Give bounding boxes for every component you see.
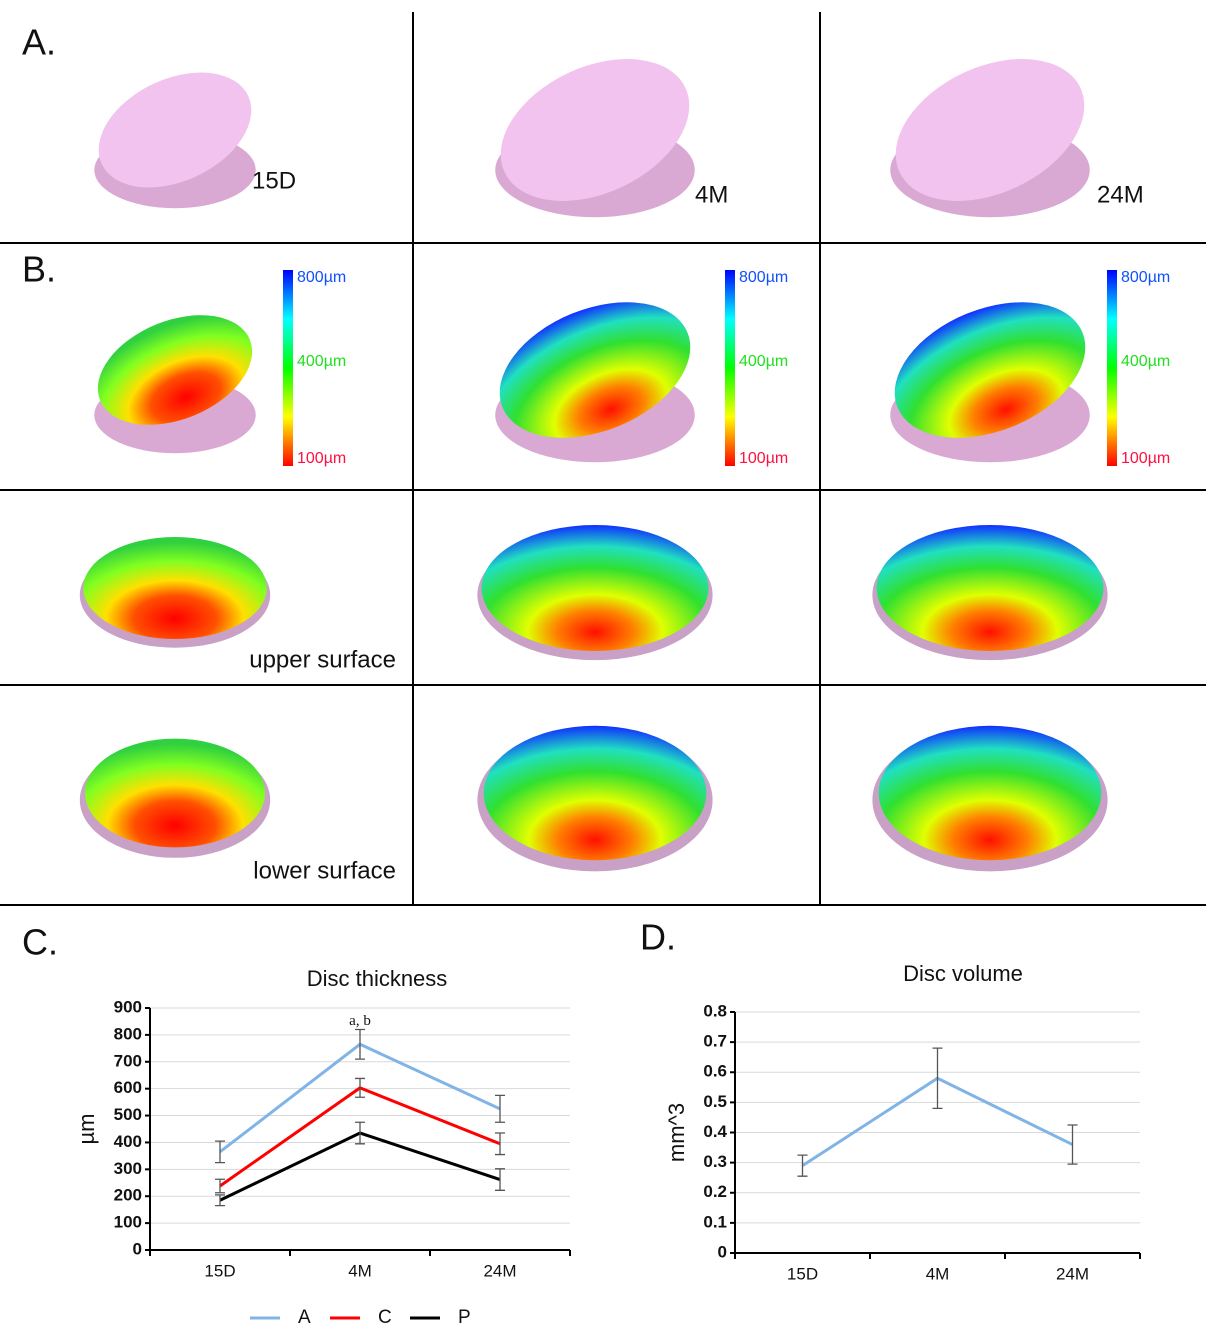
y-tick-label: 0.6	[703, 1062, 727, 1081]
disc-heat	[894, 302, 1086, 438]
scale-label: 800µm	[1121, 269, 1170, 286]
y-tick-label: 100	[114, 1213, 142, 1232]
surface-label: lower surface	[253, 857, 396, 884]
y-tick-label: 0.2	[703, 1182, 727, 1201]
error-bar	[1067, 1124, 1078, 1165]
disc-top	[98, 72, 252, 188]
y-axis-label: µm	[74, 1113, 99, 1144]
stage-label: 4M	[695, 181, 728, 208]
y-tick-label: 400	[114, 1132, 142, 1151]
x-tick-label: 24M	[483, 1261, 516, 1280]
y-tick-label: 0.8	[703, 1001, 727, 1020]
y-tick-label: 0	[133, 1239, 142, 1258]
scale-label: 400µm	[739, 353, 788, 370]
disc-heat	[83, 537, 267, 639]
y-tick-label: 600	[114, 1078, 142, 1097]
disc-top	[500, 59, 690, 201]
y-tick-label: 700	[114, 1051, 142, 1070]
disc-heat	[84, 738, 266, 848]
y-tick-label: 0.1	[703, 1212, 727, 1231]
x-tick-label: 4M	[926, 1264, 950, 1283]
legend-label: C	[378, 1307, 392, 1327]
panel-label: A.	[22, 22, 56, 63]
panel-label: C.	[22, 922, 58, 963]
scale-label: 800µm	[297, 269, 346, 286]
disc-top	[895, 59, 1085, 201]
error-bar	[355, 1077, 365, 1098]
y-tick-label: 500	[114, 1105, 142, 1124]
surface-label: upper surface	[249, 646, 396, 673]
scale-label: 800µm	[739, 269, 788, 286]
error-bar	[495, 1094, 505, 1123]
legend-label: P	[458, 1307, 471, 1327]
scale-label: 400µm	[1121, 353, 1170, 370]
y-tick-label: 0.3	[703, 1152, 727, 1171]
disc-heat	[483, 725, 707, 861]
annotation: a, b	[349, 1013, 371, 1029]
error-bar	[495, 1132, 505, 1156]
disc-heat	[876, 525, 1104, 651]
chart-title: Disc volume	[903, 961, 1023, 986]
y-tick-label: 200	[114, 1186, 142, 1205]
panel-label: D.	[640, 917, 676, 958]
color-bar	[283, 270, 293, 466]
disc-heat	[878, 725, 1102, 861]
color-bar	[1107, 270, 1117, 466]
legend-label: A	[298, 1307, 311, 1327]
scale-label: 100µm	[739, 450, 788, 467]
error-bar	[215, 1194, 225, 1207]
color-scales: 800µm 400µm 100µm 800µm 400µm 100µm 800µm 400µm…	[283, 269, 1170, 467]
stage-label: 15D	[252, 167, 296, 194]
y-tick-label: 300	[114, 1159, 142, 1178]
y-tick-label: 0	[718, 1242, 727, 1261]
error-bar	[932, 1047, 943, 1110]
error-bar	[215, 1178, 225, 1194]
disc-renders	[79, 59, 1108, 872]
grid-separators	[0, 12, 1206, 906]
y-tick-label: 0.4	[703, 1122, 727, 1141]
disc-heat	[97, 315, 253, 425]
error-bar	[797, 1154, 808, 1177]
x-tick-label: 15D	[204, 1261, 235, 1280]
disc-heat	[481, 525, 709, 651]
error-bar	[495, 1168, 505, 1191]
x-tick-label: 15D	[787, 1264, 818, 1283]
y-axis-label: mm^3	[664, 1103, 689, 1162]
color-bar	[725, 270, 735, 466]
chart-title: Disc thickness	[307, 966, 448, 991]
scale-label: 400µm	[297, 353, 346, 370]
error-bar	[355, 1121, 365, 1145]
error-bar	[355, 1028, 365, 1060]
y-tick-label: 0.5	[703, 1092, 727, 1111]
scale-label: 100µm	[1121, 450, 1170, 467]
stage-label: 24M	[1097, 181, 1144, 208]
error-bar	[215, 1140, 225, 1164]
y-tick-label: 0.7	[703, 1032, 727, 1051]
scale-label: 100µm	[297, 450, 346, 467]
panel-label: B.	[22, 249, 56, 290]
disc-heat	[499, 302, 691, 438]
y-tick-label: 900	[114, 997, 142, 1016]
y-tick-label: 800	[114, 1024, 142, 1043]
x-tick-label: 4M	[348, 1261, 372, 1280]
x-tick-label: 24M	[1056, 1264, 1089, 1283]
